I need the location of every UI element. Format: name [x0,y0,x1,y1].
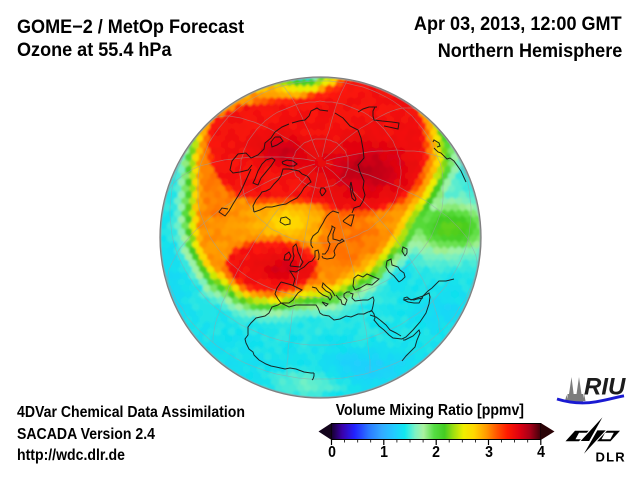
svg-text:DLR: DLR [596,449,626,464]
